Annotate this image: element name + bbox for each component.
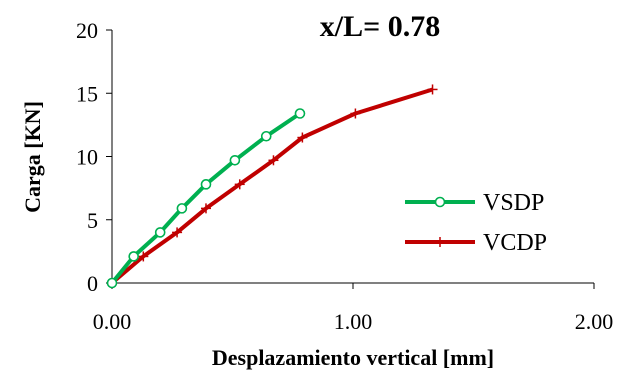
series-layer xyxy=(106,84,438,289)
data-point xyxy=(229,154,241,166)
data-point xyxy=(128,251,139,262)
legend: VSDP VCDP xyxy=(405,190,547,256)
x-tick-label: 1.00 xyxy=(334,309,373,334)
legend-marker xyxy=(434,196,446,208)
data-point xyxy=(200,179,212,190)
data-point xyxy=(138,251,149,262)
ticks: 0 5 10 15 20 0.00 1.00 2.00 xyxy=(76,18,613,334)
data-point xyxy=(268,155,279,166)
y-tick-label: 15 xyxy=(76,81,98,106)
x-tick-label: 2.00 xyxy=(575,309,614,334)
legend-item-vcdp: VCDP xyxy=(405,230,547,256)
y-tick-label: 5 xyxy=(87,208,98,233)
series-line xyxy=(110,111,302,285)
chart-title: x/L= 0.78 xyxy=(320,10,440,43)
legend-label: VSDP xyxy=(483,190,544,216)
legend-item-vsdp: VSDP xyxy=(405,190,544,216)
y-tick-label: 10 xyxy=(76,145,98,170)
series-vsdp xyxy=(106,108,306,289)
data-point xyxy=(294,108,306,119)
plot-area: 0 5 10 15 20 0.00 1.00 2.00 xyxy=(76,18,613,334)
x-axis-title: Desplazamiento vertical [mm] xyxy=(212,345,494,370)
legend-marker xyxy=(435,237,445,247)
data-point xyxy=(260,130,272,142)
data-point xyxy=(234,179,245,190)
data-point xyxy=(297,132,308,143)
y-tick-label: 20 xyxy=(76,18,98,43)
x-tick-label: 0.00 xyxy=(93,309,132,334)
y-axis-title: Carga [KN] xyxy=(20,101,45,213)
legend-label: VCDP xyxy=(483,230,547,256)
data-point xyxy=(350,108,361,119)
data-point xyxy=(427,84,438,95)
data-point xyxy=(106,277,118,289)
series-line xyxy=(110,87,434,285)
data-point xyxy=(154,227,166,238)
series-vcdp xyxy=(107,84,438,288)
data-point xyxy=(200,203,211,214)
y-tick-label: 0 xyxy=(87,271,98,296)
data-point xyxy=(172,227,183,238)
data-point xyxy=(176,203,188,214)
